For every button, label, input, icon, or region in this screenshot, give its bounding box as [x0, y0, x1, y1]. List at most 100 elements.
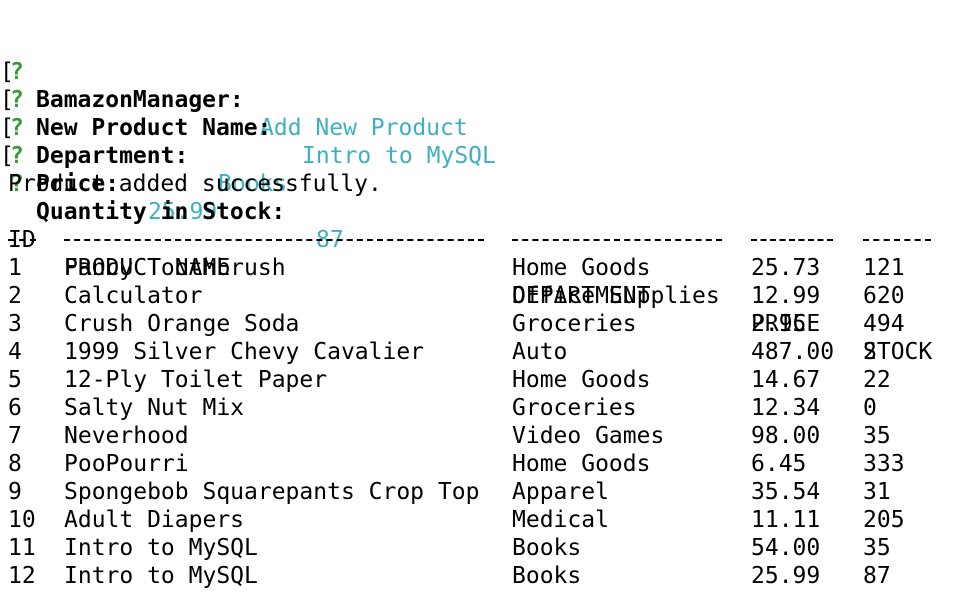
table-row: 3 Crush Orange Soda Groceries 2.95 494	[0, 310, 962, 338]
header-stock: STOCK	[863, 339, 933, 365]
cell-price: 12.34	[751, 395, 821, 421]
cell-id: 3	[8, 311, 22, 337]
cell-department: Books	[512, 535, 582, 561]
prompt-label: Quantity in Stock:	[36, 199, 286, 225]
table-separator-row	[0, 226, 962, 254]
cell-product-name: Fancy Toothbrush	[64, 255, 286, 281]
cell-price: 25.99	[751, 563, 821, 589]
prompt-question-icon: ?	[10, 115, 24, 141]
header-department: DEPARTMENT	[512, 283, 651, 309]
table-row: 2 Calculator Office Supplies 12.99 620	[0, 282, 962, 310]
cell-price: 98.00	[751, 423, 821, 449]
separator-department	[512, 239, 722, 241]
cell-product-name: Intro to MySQL	[64, 563, 258, 589]
prompt-line-department: [ ? Department: Books	[0, 58, 962, 197]
cell-price: 11.11	[751, 507, 821, 533]
cell-department: Office Supplies	[512, 283, 720, 309]
cell-price: 487.00	[751, 339, 835, 365]
cell-stock: 121	[863, 255, 905, 281]
cell-department: Groceries	[512, 311, 637, 337]
cell-department: Books	[512, 563, 582, 589]
cell-price: 14.67	[751, 367, 821, 393]
cell-product-name: Calculator	[64, 283, 203, 309]
cell-stock: 620	[863, 283, 905, 309]
cell-stock: 87	[863, 563, 891, 589]
cell-price: 25.73	[751, 255, 821, 281]
separator-price	[751, 239, 833, 241]
cell-department: Apparel	[512, 479, 609, 505]
prompt-answer: 25.99	[148, 199, 218, 225]
cell-product-name: Adult Diapers	[64, 507, 245, 533]
cell-id: 9	[8, 479, 22, 505]
cell-id: 8	[8, 451, 22, 477]
prompt-label: Department:	[36, 143, 189, 169]
cell-stock: 0	[863, 395, 877, 421]
prompt-question-icon: ?	[10, 143, 24, 169]
table-header-row: ID PRODUCT NAME DEPARTMENT PRICE STOCK	[0, 198, 962, 365]
cell-price: 2.95	[751, 311, 807, 337]
cell-department: Video Games	[512, 423, 665, 449]
cell-department: Home Goods	[512, 367, 651, 393]
cell-id: 6	[8, 395, 22, 421]
cell-stock: 22	[863, 367, 891, 393]
prompt-label: New Product Name:	[36, 115, 272, 141]
cell-product-name: Spongebob Squarepants Crop Top	[64, 479, 480, 505]
cell-price: 54.00	[751, 535, 821, 561]
cell-id: 11	[8, 535, 36, 561]
cell-stock: 31	[863, 479, 891, 505]
status-message: Product added successfully.	[8, 171, 382, 197]
cell-stock: 35	[863, 535, 891, 561]
cell-id: 5	[8, 367, 22, 393]
separator-id	[8, 239, 36, 241]
table-row: 7 Neverhood Video Games 98.00 35	[0, 422, 962, 450]
cell-product-name: 1999 Silver Chevy Cavalier	[64, 339, 425, 365]
separator-product-name	[64, 239, 484, 241]
table-row: 12 Intro to MySQL Books 25.99 87	[0, 562, 962, 590]
cell-id: 12	[8, 563, 36, 589]
prompt-label: BamazonManager:	[36, 87, 244, 113]
cell-department: Medical	[512, 507, 609, 533]
cell-stock: 205	[863, 507, 905, 533]
table-row: 11 Intro to MySQL Books 54.00 35	[0, 534, 962, 562]
cell-stock: 494	[863, 311, 905, 337]
table-row: 9 Spongebob Squarepants Crop Top Apparel 35…	[0, 478, 962, 506]
cell-product-name: 12-Ply Toilet Paper	[64, 367, 328, 393]
table-row: 4 1999 Silver Chevy Cavalier Auto 487.00 2	[0, 338, 962, 366]
table-row: 10 Adult Diapers Medical 11.11 205	[0, 506, 962, 534]
cell-department: Home Goods	[512, 451, 651, 477]
prompt-answer: Intro to MySQL	[302, 143, 496, 169]
prompt-question-icon: ?	[10, 87, 24, 113]
header-price: PRICE	[751, 311, 821, 337]
cell-id: 1	[8, 255, 22, 281]
cell-product-name: Intro to MySQL	[64, 535, 258, 561]
cell-product-name: Salty Nut Mix	[64, 395, 245, 421]
prompt-line-menu: ? BamazonManager: Add New Product	[0, 2, 962, 141]
table-row: 5 12-Ply Toilet Paper Home Goods 14.67 22	[0, 366, 962, 394]
prompt-line-price: [ ? Price: 25.99	[0, 86, 962, 225]
cell-id: 2	[8, 283, 22, 309]
cell-id: 7	[8, 423, 22, 449]
cell-department: Auto	[512, 339, 568, 365]
prompt-answer: Add New Product	[260, 115, 468, 141]
table-row: 8 PooPourri Home Goods 6.45 333	[0, 450, 962, 478]
table-row: 6 Salty Nut Mix Groceries 12.34 0	[0, 394, 962, 422]
cell-product-name: Neverhood	[64, 423, 189, 449]
prompt-line-quantity: [ ? Quantity in Stock: 87	[0, 114, 962, 253]
prompt-question-icon: ?	[10, 59, 24, 85]
header-product-name: PRODUCT NAME	[64, 255, 231, 281]
cell-product-name: PooPourri	[64, 451, 189, 477]
cell-id: 10	[8, 507, 36, 533]
prompt-label: Price:	[36, 171, 120, 197]
prompt-answer: Books	[218, 171, 288, 197]
cell-price: 6.45	[751, 451, 807, 477]
cell-department: Home Goods	[512, 255, 651, 281]
cell-id: 4	[8, 339, 22, 365]
cell-product-name: Crush Orange Soda	[64, 311, 300, 337]
cell-price: 12.99	[751, 283, 821, 309]
prompt-line-product-name: [ ? New Product Name: Intro to MySQL	[0, 30, 962, 169]
cell-price: 35.54	[751, 479, 821, 505]
table-row: 1 Fancy Toothbrush Home Goods 25.73 121	[0, 254, 962, 282]
status-message-line: Product added successfully.	[0, 142, 962, 197]
prompt-question-icon: ?	[10, 171, 24, 197]
